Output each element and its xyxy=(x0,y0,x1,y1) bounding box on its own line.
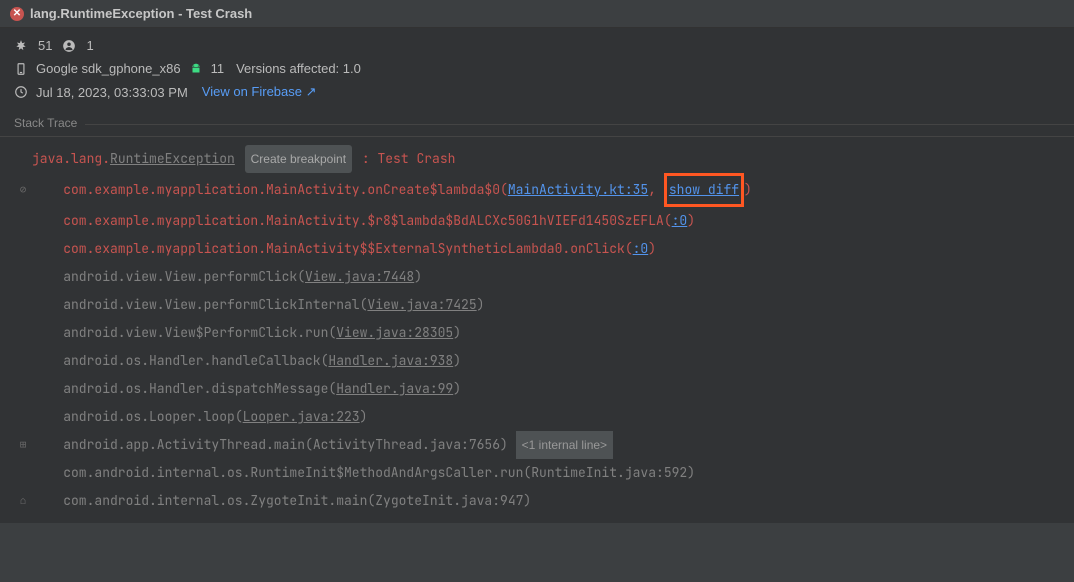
panel-content: 51 1 Google sdk_gphone_x86 11 Versions a… xyxy=(0,28,1074,523)
stack-frame: android.os.Handler.handleCallback(Handle… xyxy=(14,347,1060,375)
frame-class: android.os.Handler.handleCallback xyxy=(63,347,320,375)
paren-close: ) xyxy=(414,263,422,291)
file-link: ActivityThread.java:7656 xyxy=(313,431,500,459)
paren-close: ) xyxy=(500,431,508,459)
android-icon xyxy=(189,62,203,76)
separator: , xyxy=(648,176,664,204)
user-count-icon xyxy=(62,39,76,53)
file-link[interactable]: :0 xyxy=(672,207,688,235)
crash-count-icon xyxy=(14,39,28,53)
paren-close: ) xyxy=(687,459,695,487)
stack-frame: android.os.Handler.dispatchMessage(Handl… xyxy=(14,375,1060,403)
stack-frame: com.example.myapplication.MainActivity$$… xyxy=(14,235,1060,263)
frame-class: com.example.myapplication.MainActivity.$… xyxy=(63,207,664,235)
view-on-firebase-link[interactable]: View on Firebase ↗ xyxy=(202,84,317,100)
timestamp: Jul 18, 2023, 03:33:03 PM xyxy=(36,85,188,100)
gutter-icon: ⌂ xyxy=(14,487,32,515)
device-icon xyxy=(14,62,28,76)
paren-open: ( xyxy=(328,319,336,347)
exception-message: Test Crash xyxy=(377,145,455,173)
paren-close: ) xyxy=(523,487,531,515)
paren-open: ( xyxy=(664,207,672,235)
file-link[interactable]: View.java:7425 xyxy=(367,291,476,319)
stack-trace-body: java.lang.RuntimeException Create breakp… xyxy=(0,137,1074,523)
gutter-icon: ⊞ xyxy=(14,431,32,459)
paren-open: ( xyxy=(523,459,531,487)
clock-icon xyxy=(14,85,28,99)
paren-close: ) xyxy=(360,403,368,431)
internal-line-tag[interactable]: <1 internal line> xyxy=(516,431,613,459)
paren-close: ) xyxy=(648,235,656,263)
paren-open: ( xyxy=(367,487,375,515)
paren-open: ( xyxy=(625,235,633,263)
paren-close: ) xyxy=(453,319,461,347)
file-link: ZygoteInit.java:947 xyxy=(375,487,523,515)
paren-open: ( xyxy=(235,403,243,431)
exception-type[interactable]: RuntimeException xyxy=(110,145,235,173)
device-api: 11 xyxy=(211,61,225,76)
frame-class: android.view.View.performClickInternal xyxy=(63,291,359,319)
file-link[interactable]: View.java:28305 xyxy=(336,319,453,347)
stack-frame: android.view.View.performClickInternal(V… xyxy=(14,291,1060,319)
frame-class: android.view.View.performClick xyxy=(63,263,297,291)
crash-count: 51 xyxy=(38,38,52,53)
gutter-icon: ⊘ xyxy=(14,176,32,204)
stats-row: 51 1 xyxy=(0,28,1074,57)
user-count: 1 xyxy=(86,38,93,53)
paren-close: ) xyxy=(453,347,461,375)
frame-class: com.example.myapplication.MainActivity.o… xyxy=(63,176,500,204)
panel-title: lang.RuntimeException - Test Crash xyxy=(30,6,252,21)
time-row: Jul 18, 2023, 03:33:03 PM View on Fireba… xyxy=(0,80,1074,112)
create-breakpoint-button[interactable]: Create breakpoint xyxy=(245,145,352,173)
stack-frame: android.os.Looper.loop(Looper.java:223) xyxy=(14,403,1060,431)
paren-open: ( xyxy=(297,263,305,291)
paren-close: ) xyxy=(453,375,461,403)
paren-close: ) xyxy=(744,176,752,204)
stack-frame: com.example.myapplication.MainActivity.$… xyxy=(14,207,1060,235)
show-diff-link[interactable]: show diff xyxy=(664,173,744,207)
frame-class: com.example.myapplication.MainActivity$$… xyxy=(63,235,625,263)
stack-frame: ⌂ com.android.internal.os.ZygoteInit.mai… xyxy=(14,487,1060,515)
frame-class: com.android.internal.os.RuntimeInit$Meth… xyxy=(63,459,523,487)
stack-frame: android.view.View$PerformClick.run(View.… xyxy=(14,319,1060,347)
file-link[interactable]: Handler.java:99 xyxy=(336,375,453,403)
paren-close: ) xyxy=(477,291,485,319)
frame-class: android.os.Handler.dispatchMessage xyxy=(63,375,328,403)
file-link[interactable]: :0 xyxy=(633,235,649,263)
stack-frame: android.view.View.performClick(View.java… xyxy=(14,263,1060,291)
stack-trace-label: Stack Trace xyxy=(0,112,1074,137)
device-name: Google sdk_gphone_x86 xyxy=(36,61,181,76)
exception-line: java.lang.RuntimeException Create breakp… xyxy=(14,145,1060,173)
file-link[interactable]: Handler.java:938 xyxy=(328,347,453,375)
file-link[interactable]: Looper.java:223 xyxy=(243,403,360,431)
versions-affected: Versions affected: 1.0 xyxy=(236,61,361,76)
exception-colon: : xyxy=(354,145,377,173)
paren-open: ( xyxy=(500,176,508,204)
paren-close: ) xyxy=(687,207,695,235)
stack-frame: ⊞ android.app.ActivityThread.main(Activi… xyxy=(14,431,1060,459)
frame-class: android.os.Looper.loop xyxy=(63,403,235,431)
paren-open: ( xyxy=(305,431,313,459)
error-icon: ✕ xyxy=(10,7,24,21)
stack-frame: ⊘ com.example.myapplication.MainActivity… xyxy=(14,173,1060,207)
frame-class: com.android.internal.os.ZygoteInit.main xyxy=(63,487,367,515)
frame-class: android.app.ActivityThread.main xyxy=(63,431,305,459)
panel-header: ✕ lang.RuntimeException - Test Crash xyxy=(0,0,1074,28)
stack-frame: com.android.internal.os.RuntimeInit$Meth… xyxy=(14,459,1060,487)
frame-class: android.view.View$PerformClick.run xyxy=(63,319,328,347)
file-link[interactable]: View.java:7448 xyxy=(305,263,414,291)
paren-open: ( xyxy=(321,347,329,375)
file-link: RuntimeInit.java:592 xyxy=(531,459,687,487)
device-row: Google sdk_gphone_x86 11 Versions affect… xyxy=(0,57,1074,80)
file-link[interactable]: MainActivity.kt:35 xyxy=(508,176,648,204)
paren-open: ( xyxy=(328,375,336,403)
paren-open: ( xyxy=(360,291,368,319)
exception-prefix: java.lang. xyxy=(32,145,110,173)
